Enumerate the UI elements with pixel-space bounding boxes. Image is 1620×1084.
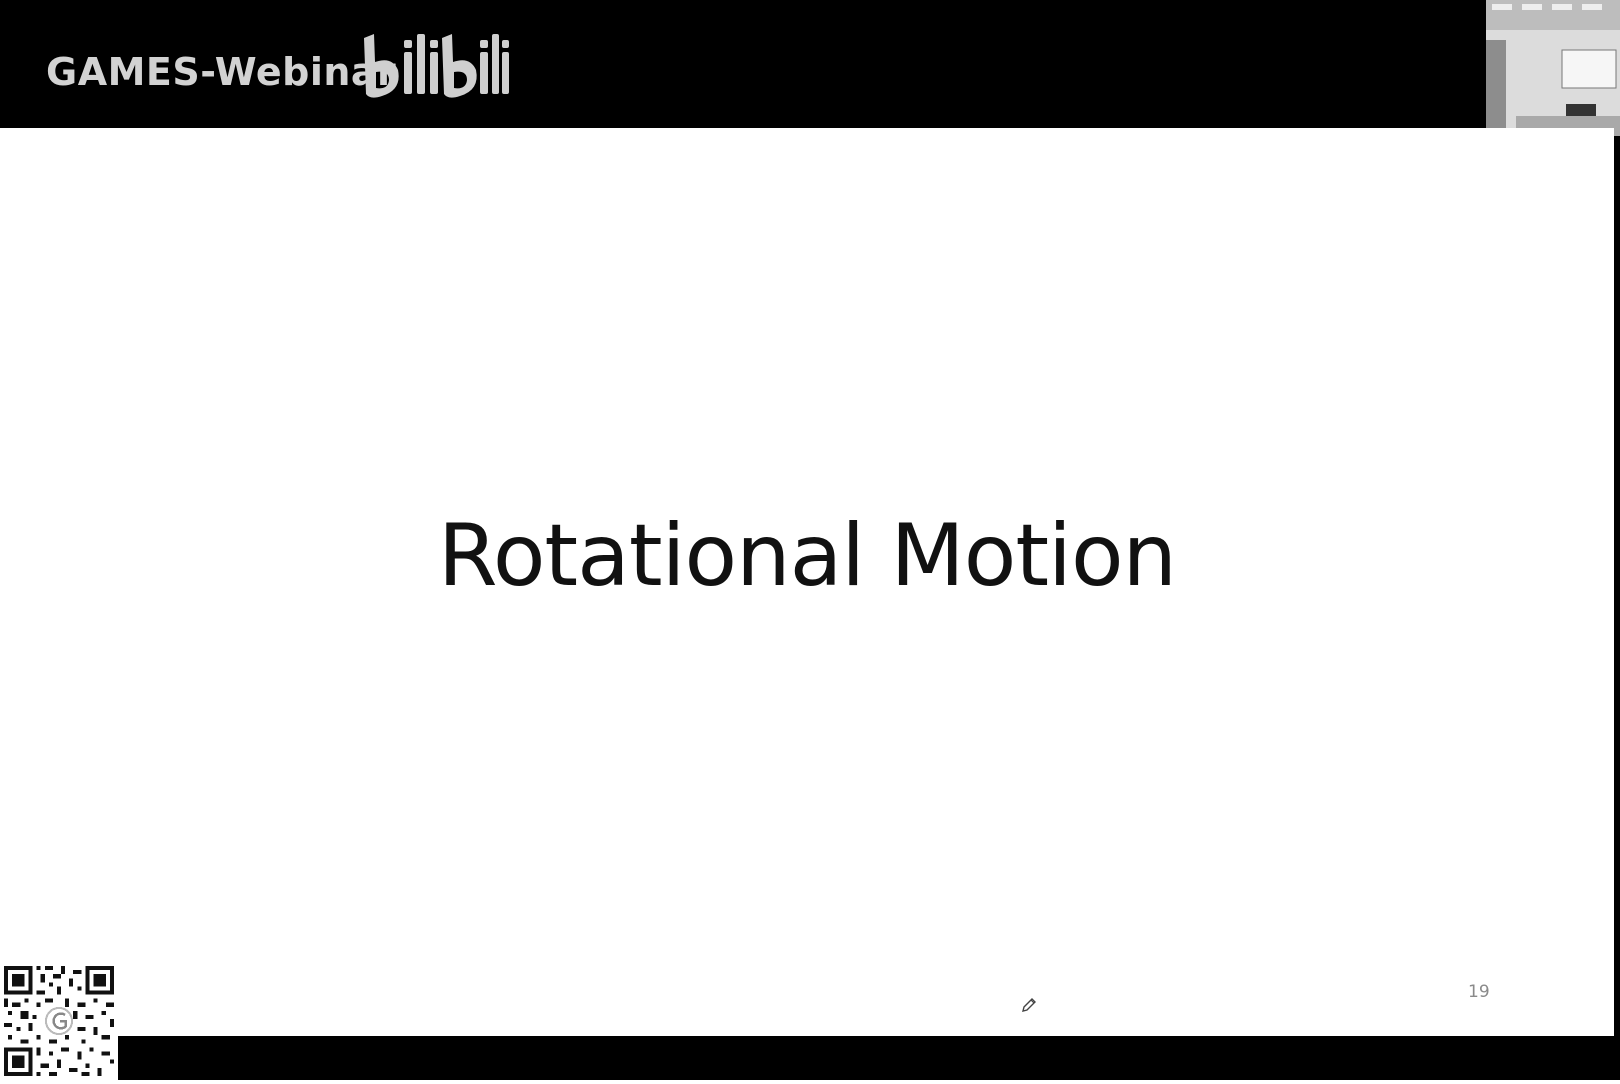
slide-title: Rotational Motion bbox=[437, 506, 1177, 606]
pen-cursor-icon bbox=[1022, 998, 1036, 1012]
qr-code-icon bbox=[0, 962, 118, 1080]
top-banner: GAMES-Webinar bbox=[0, 0, 1620, 128]
right-edge-bar bbox=[1614, 136, 1620, 1036]
presenter-camera-thumbnail bbox=[1486, 0, 1620, 136]
bilibili-logo bbox=[364, 34, 509, 98]
channel-name: GAMES-Webinar bbox=[46, 50, 397, 94]
bottom-bar bbox=[0, 1036, 1620, 1080]
presentation-slide: Rotational Motion 19 bbox=[0, 128, 1614, 1036]
slide-page-number: 19 bbox=[1468, 982, 1490, 1002]
